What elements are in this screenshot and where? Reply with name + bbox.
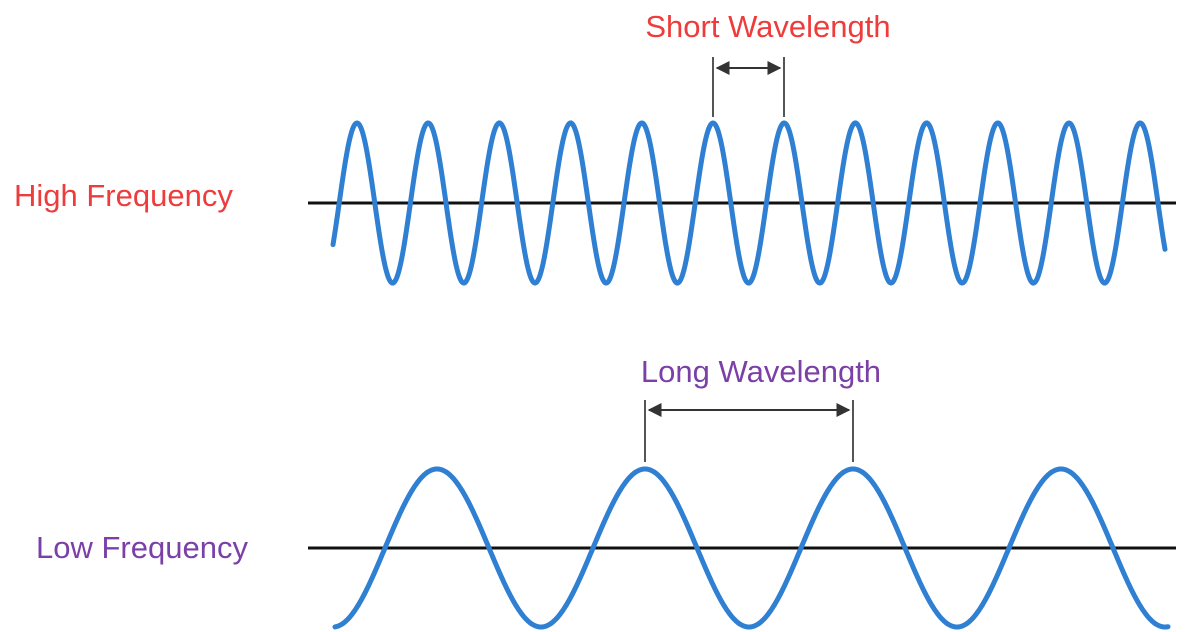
low-frequency-label: Low Frequency xyxy=(36,530,248,565)
low-frequency-wave xyxy=(332,466,1171,630)
high-frequency-label: High Frequency xyxy=(14,178,233,213)
long-wavelength-label: Long Wavelength xyxy=(641,354,881,389)
long-wavelength-marker xyxy=(644,400,854,462)
short-wavelength-label: Short Wavelength xyxy=(645,9,890,44)
low-frequency-group: Low Frequency Long Wavelength xyxy=(36,354,1176,630)
high-frequency-group: High Frequency Short Wavelength xyxy=(14,9,1176,286)
high-frequency-wave xyxy=(330,120,1168,286)
short-wavelength-marker xyxy=(712,57,785,117)
